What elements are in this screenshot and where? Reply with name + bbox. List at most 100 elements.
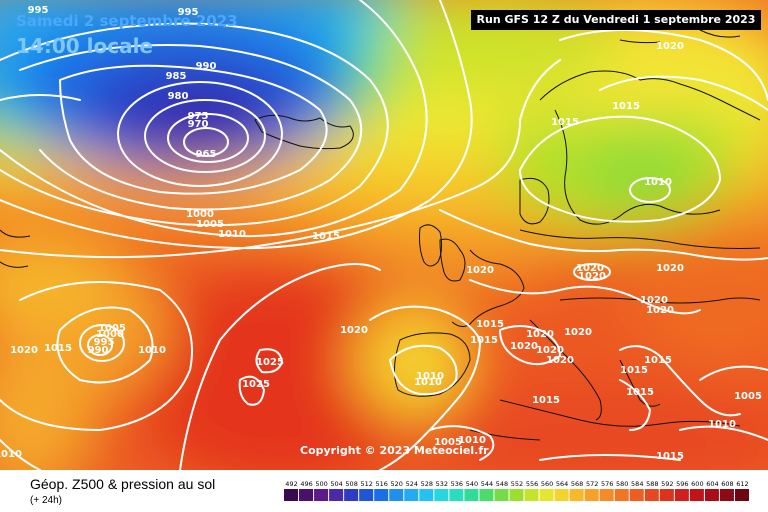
scale-tick-label: 548 (496, 480, 508, 488)
scale-tick-label: 584 (631, 480, 643, 488)
isobar-label: 1000 (186, 209, 214, 220)
scale-tick-label: 564 (556, 480, 568, 488)
isobar-label: 1010 (414, 377, 442, 388)
scale-tick-label: 540 (466, 480, 478, 488)
isobar-label: 980 (168, 91, 189, 102)
isobar-label: 1005 (196, 219, 224, 230)
scale-swatch (404, 489, 419, 501)
scale-tick-label: 588 (646, 480, 658, 488)
scale-swatch (689, 489, 704, 501)
scale-swatch (584, 489, 599, 501)
isobar-label: 1015 (470, 335, 498, 346)
isobar-label: 975 (188, 111, 209, 122)
scale-tick-label: 512 (360, 480, 372, 488)
scale-swatch (314, 489, 329, 501)
isobars (0, 0, 768, 470)
isobar-label: 1015 (312, 231, 340, 242)
scale-tick-label: 580 (616, 480, 628, 488)
isobar-label: 995 (94, 337, 115, 348)
scale-tick-label: 544 (481, 480, 493, 488)
isobar-label: 1000 (96, 329, 124, 340)
scale-tick-label: 520 (391, 480, 403, 488)
scale-swatch (629, 489, 644, 501)
scale-swatch (329, 489, 344, 501)
scale-tick-label: 600 (691, 480, 703, 488)
scale-tick-label: 536 (451, 480, 463, 488)
scale-tick-label: 604 (706, 480, 718, 488)
isobar-label: 1015 (551, 117, 579, 128)
scale-tick-label: 592 (661, 480, 673, 488)
scale-swatch (674, 489, 689, 501)
isobar-label: 1020 (656, 41, 684, 52)
isobar-label: 1015 (44, 343, 72, 354)
scale-swatch (644, 489, 659, 501)
isobar-label: 1020 (656, 263, 684, 274)
scale-tick-label: 492 (285, 480, 297, 488)
isobar-label: 995 (28, 5, 49, 16)
isobar-label: 965 (196, 149, 217, 160)
scale-swatch (719, 489, 734, 501)
run-banner: Run GFS 12 Z du Vendredi 1 septembre 202… (471, 10, 761, 30)
scale-swatch (569, 489, 584, 501)
scale-swatch (359, 489, 374, 501)
isobar-label: 1020 (564, 327, 592, 338)
copyright-label: Copyright © 2023 Meteociel.fr (300, 444, 489, 457)
scale-swatch (389, 489, 404, 501)
scale-swatch (434, 489, 449, 501)
scale-swatch (344, 489, 359, 501)
valid-time-label: 14:00 locale (16, 34, 153, 58)
scale-tick-label: 568 (571, 480, 583, 488)
isobar-label: 1020 (466, 265, 494, 276)
scale-swatch (734, 489, 749, 501)
isobar-label: 1020 (526, 329, 554, 340)
scale-tick-label: 528 (421, 480, 433, 488)
scale-tick-label: 560 (541, 480, 553, 488)
scale-tick-label: 552 (511, 480, 523, 488)
isobar-label: 1015 (656, 451, 684, 462)
isobar-label: 1010 (644, 177, 672, 188)
isobar-label: 1015 (626, 387, 654, 398)
isobar-label: 1020 (640, 295, 668, 306)
isobar-label: 970 (188, 119, 209, 130)
isobar-label: 1020 (510, 341, 538, 352)
isobar-label: 1020 (576, 263, 604, 274)
isobar-label: 1020 (536, 345, 564, 356)
isobar-label: 1020 (10, 345, 38, 356)
scale-swatch (299, 489, 314, 501)
isobar-label: 1010 (218, 229, 246, 240)
scale-tick-label: 516 (375, 480, 387, 488)
isobar-label: 1005 (434, 437, 462, 448)
isobar-label: 1010 (458, 435, 486, 446)
scale-swatch (599, 489, 614, 501)
scale-tick-label: 500 (315, 480, 327, 488)
scale-swatch (524, 489, 539, 501)
scale-tick-label: 556 (526, 480, 538, 488)
isobar-label: 985 (166, 71, 187, 82)
isobar-label: 1015 (612, 101, 640, 112)
isobar-label: 1020 (546, 355, 574, 366)
forecast-lead-label: (+ 24h) (30, 495, 62, 506)
scale-swatch (419, 489, 434, 501)
isobar-label: 1010 (708, 419, 736, 430)
isobar-label: 1015 (620, 365, 648, 376)
scale-swatch (659, 489, 674, 501)
isobar-label: 1010 (0, 449, 22, 460)
scale-swatch (554, 489, 569, 501)
isobar-label: 1020 (646, 305, 674, 316)
scale-swatch (539, 489, 554, 501)
scale-swatch (704, 489, 719, 501)
scale-swatch (614, 489, 629, 501)
isobar-label: 1010 (138, 345, 166, 356)
isobar-label: 990 (88, 345, 109, 356)
scale-tick-label: 524 (406, 480, 418, 488)
isobar-label: 1015 (644, 355, 672, 366)
isobar-label: 1020 (340, 325, 368, 336)
scale-swatch (284, 489, 299, 501)
isobar-label: 1015 (476, 319, 504, 330)
isobar-label: 1025 (256, 357, 284, 368)
scale-swatch (374, 489, 389, 501)
legend-footer: Géop. Z500 & pression au sol (+ 24h) 492… (0, 470, 768, 512)
scale-tick-label: 504 (330, 480, 342, 488)
